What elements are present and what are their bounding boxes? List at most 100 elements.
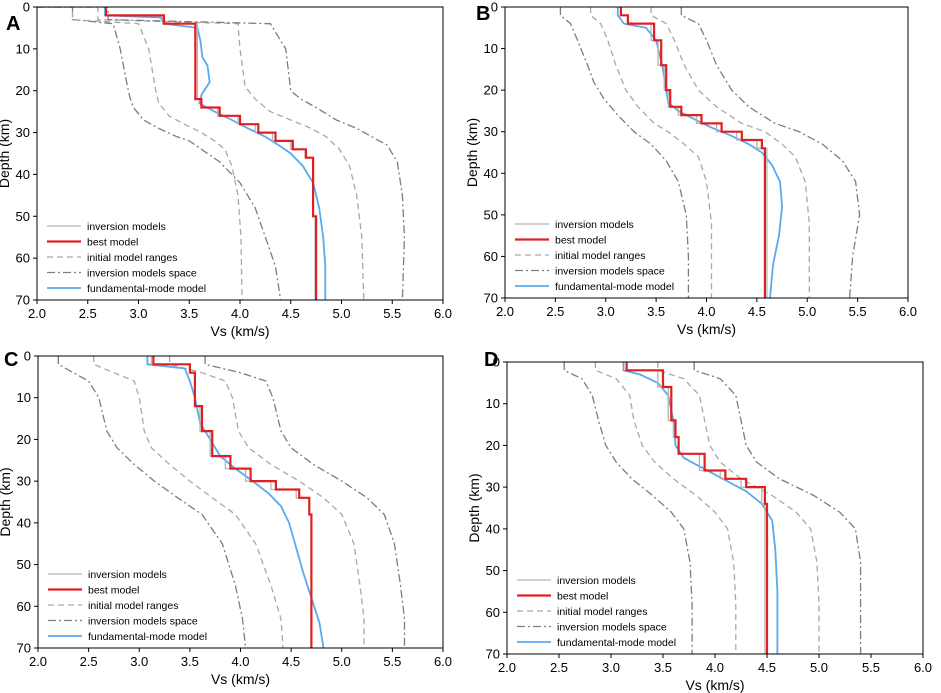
chart-a-xtick-label: 4.0: [231, 306, 249, 321]
chart-c-series-group: [57, 356, 406, 648]
chart-a-ytick-label: 0: [23, 0, 30, 15]
chart-c-svg: C 2.0 2.5 3.0 3.5 4.0 4.5 5.0 5.5 6.0 0 10 20 30 40 50 6…: [0, 349, 452, 688]
chart-b-legend-label: best model: [555, 235, 606, 247]
chart-d-xtick-label: 3.0: [602, 660, 620, 675]
chart-b-xtick-label: 4.5: [748, 304, 766, 319]
chart-a-legend-label: fundamental-mode model: [87, 283, 206, 295]
chart-b-ytick-label: 10: [484, 41, 498, 56]
chart-a-xlabel: Vs (km/s): [210, 323, 269, 339]
chart-c-series-inversion-models-space-left-: [57, 356, 247, 648]
chart-a-ytick-label: 30: [16, 125, 30, 140]
chart-c-xtick-label: 6.0: [434, 654, 452, 669]
chart-d-xtick-label: 5.0: [810, 660, 828, 675]
chart-a-ytick-label: 60: [16, 251, 30, 266]
chart-c-ytick-label: 70: [17, 641, 31, 656]
chart-c-xtick-label: 5.5: [383, 654, 401, 669]
chart-d-xtick-label: 6.0: [914, 660, 932, 675]
chart-b-ytick-label: 20: [484, 83, 498, 98]
chart-c-xtick-label: 5.0: [333, 654, 351, 669]
chart-b-xtick-label: 5.5: [849, 304, 867, 319]
chart-c-ytick-label: 60: [17, 599, 31, 614]
chart-d-xlabel: Vs (km/s): [685, 677, 744, 693]
panel-d: D 2.0 2.5 3.0 3.5 4.0 4.5 5.0 5.5 6.0 0 10 20 30 40 50 6…: [466, 346, 941, 693]
chart-b-xtick-label: 3.0: [597, 304, 615, 319]
chart-d-series-inversion-models-space-right-: [693, 362, 862, 654]
chart-b-series-initial-model-ranges-left-: [589, 7, 713, 298]
chart-b-ytick-label: 70: [484, 291, 498, 306]
chart-b-ytick-label: 50: [484, 207, 498, 222]
chart-d-series-initial-model-ranges-left-: [594, 362, 737, 654]
chart-b-ytick-label: 60: [484, 249, 498, 264]
chart-d-legend-label: best model: [557, 591, 608, 603]
chart-b-xlabel: Vs (km/s): [677, 321, 736, 337]
chart-d-series-inversion-models-space-left-: [563, 362, 693, 654]
chart-c-xtick-label: 2.0: [29, 654, 47, 669]
chart-a-xtick-label: 6.0: [434, 306, 452, 321]
chart-c-xlabel: Vs (km/s): [211, 671, 270, 687]
chart-b-ytick-label: 30: [484, 124, 498, 139]
chart-d-ytick-label: 50: [486, 563, 500, 578]
chart-d-xtick-label: 4.0: [706, 660, 724, 675]
chart-d-legend-label: inversion models: [557, 575, 636, 587]
chart-c-panel-letter: C: [4, 349, 18, 371]
chart-b-ytick-label: 40: [484, 166, 498, 181]
chart-b-series-inversion-models-space-left-: [559, 7, 690, 298]
chart-d-xtick-label: 4.5: [758, 660, 776, 675]
chart-b-series-best-model: [619, 7, 766, 298]
chart-c-xtick-label: 3.5: [181, 654, 199, 669]
chart-b-series-initial-model-ranges-right-: [650, 7, 810, 298]
chart-b-ytick-label: 0: [491, 0, 498, 15]
chart-a-series-inversion-models-space-left-: [37, 7, 282, 300]
chart-a-ytick-label: 70: [16, 293, 30, 308]
chart-a-xtick-label: 2.5: [79, 306, 97, 321]
chart-d-ytick-label: 40: [486, 521, 500, 536]
chart-c-series-initial-model-ranges-left-: [93, 356, 284, 648]
chart-b-legend-label: fundamental-mode model: [555, 281, 674, 293]
chart-b-ylabel: Depth (km): [464, 118, 480, 187]
chart-d-panel-letter: D: [484, 349, 498, 371]
chart-d-ytick-label: 0: [493, 355, 500, 370]
chart-b-xtick-label: 4.0: [697, 304, 715, 319]
chart-b-xtick-label: 2.5: [546, 304, 564, 319]
chart-d-xtick-label: 5.5: [862, 660, 880, 675]
chart-b-series-group: [559, 7, 861, 298]
chart-a-legend-label: inversion models: [87, 221, 166, 233]
chart-c-ytick-label: 20: [17, 432, 31, 447]
chart-c-xtick-label: 2.5: [80, 654, 98, 669]
chart-b-xtick-label: 2.0: [496, 304, 514, 319]
chart-d-ytick-label: 60: [486, 605, 500, 620]
chart-a-legend-label: initial model ranges: [87, 252, 177, 264]
chart-d-series-best-model: [625, 362, 769, 654]
chart-a-legend-label: best model: [87, 237, 138, 249]
chart-a-series-inversion-models-space-right-: [37, 7, 406, 300]
panel-a: A 2.0 2.5 3.0 3.5 4.0 4.5 5.0 5.5 6.0 0 10 20 30 40 50 6…: [0, 0, 470, 346]
chart-d-legend-label: fundamental-mode model: [557, 637, 676, 649]
chart-b-legend-label: initial model ranges: [555, 250, 645, 262]
chart-a-panel-letter: A: [6, 13, 20, 35]
chart-c-series-best-model: [152, 356, 313, 648]
chart-c-ytick-label: 0: [24, 349, 31, 364]
chart-a-ylabel: Depth (km): [0, 119, 12, 188]
chart-c-ytick-label: 10: [17, 390, 31, 405]
chart-c-ytick-label: 40: [17, 515, 31, 530]
chart-c-xtick-label: 3.0: [130, 654, 148, 669]
chart-a-ytick-label: 50: [16, 209, 30, 224]
chart-c-legend-label: fundamental-mode model: [88, 631, 207, 643]
chart-b-xtick-label: 5.0: [798, 304, 816, 319]
chart-b-xtick-label: 6.0: [899, 304, 917, 319]
chart-d-xtick-label: 2.5: [550, 660, 568, 675]
chart-d-ytick-label: 10: [486, 396, 500, 411]
chart-b-legend-label: inversion models: [555, 219, 634, 231]
chart-d-ytick-label: 70: [486, 647, 500, 662]
chart-a-xtick-label: 5.5: [383, 306, 401, 321]
chart-b-panel-letter: B: [476, 3, 490, 25]
chart-d-ytick-label: 30: [486, 480, 500, 495]
chart-c-ytick-label: 30: [17, 474, 31, 489]
chart-a-xtick-label: 4.5: [282, 306, 300, 321]
chart-a-legend-label: inversion models space: [87, 268, 197, 280]
chart-c-ytick-label: 50: [17, 557, 31, 572]
chart-a-xtick-label: 5.0: [332, 306, 350, 321]
chart-d-series-group: [563, 362, 862, 654]
chart-a-xtick-label: 3.0: [129, 306, 147, 321]
chart-a-xtick-label: 3.5: [180, 306, 198, 321]
